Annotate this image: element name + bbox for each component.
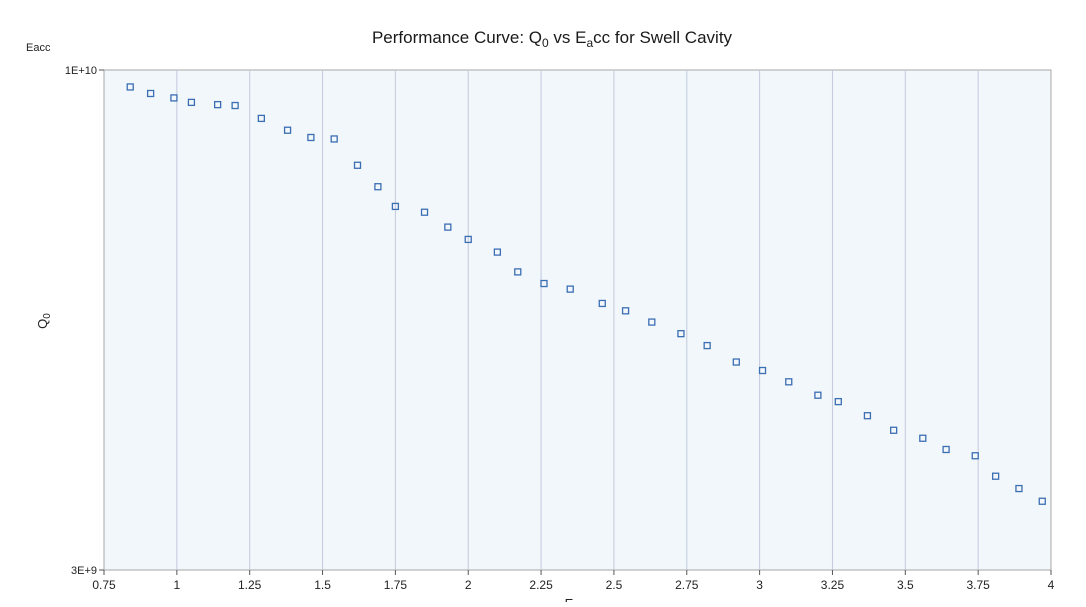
data-point [213,100,222,109]
y-axis: 1E+10 3E+9 [65,65,104,577]
x-tick-label: 1.5 [314,578,331,592]
data-points [126,83,1046,505]
data-point [464,235,472,244]
data-point [919,434,927,442]
x-tick-label: 1.25 [238,578,262,592]
gridlines [176,70,979,570]
data-point [598,299,606,308]
data-point [566,285,574,293]
data-point [814,391,822,399]
data-point [1038,497,1046,505]
x-tick-label: 4 [1048,578,1055,592]
x-tick-label: 2.75 [675,578,699,592]
y-axis-label: Q0 [35,313,53,329]
x-tick-label: 3.5 [897,578,914,592]
y-tick-label: 3E+9 [71,565,97,577]
x-tick-label: 1 [174,578,181,592]
y-tick-label: 1E+10 [65,65,97,77]
data-point [187,98,196,107]
data-point [834,397,842,406]
data-point [353,161,362,169]
data-point [703,341,711,350]
data-point [890,426,898,434]
x-tick-label: 2 [465,578,472,592]
data-point [231,101,239,110]
data-point [493,248,502,256]
x-tick-label: 3.75 [966,578,990,592]
data-point [785,378,793,386]
data-point [991,472,1000,480]
data-point [283,126,292,134]
data-point [391,202,400,211]
data-point [863,412,872,420]
x-axis-label: E [565,596,574,602]
chart-title: Performance Curve: Q0 vs Eacc for Swell … [372,28,733,50]
data-point [307,133,315,142]
data-point [420,208,429,216]
x-tick-label: 2.5 [606,578,623,592]
x-tick-label: 0.75 [92,578,116,592]
x-tick-label: 2.25 [529,578,553,592]
data-point [732,358,740,366]
data-point [374,183,382,191]
data-point [444,223,452,231]
data-point [170,94,178,102]
data-point [126,83,134,91]
x-tick-label: 1.75 [384,578,408,592]
data-point [971,452,979,460]
corner-axis-label: Eacc [26,42,51,54]
data-point [758,366,767,375]
data-point [257,114,265,123]
data-point [146,89,155,98]
x-axis: 0.75 1 1.25 1.5 1.75 2 2.25 2.5 2.75 3 3.25 3.5 3.75… [92,570,1055,592]
data-point [540,279,548,288]
plot-area [103,69,1052,571]
data-point [677,330,685,338]
data-point [330,135,338,143]
data-point [1015,484,1023,493]
data-point [648,318,656,326]
data-point [942,445,950,454]
data-point [621,307,630,315]
x-tick-label: 3 [756,578,763,592]
data-point [514,268,522,276]
x-tick-label: 3.25 [821,578,845,592]
